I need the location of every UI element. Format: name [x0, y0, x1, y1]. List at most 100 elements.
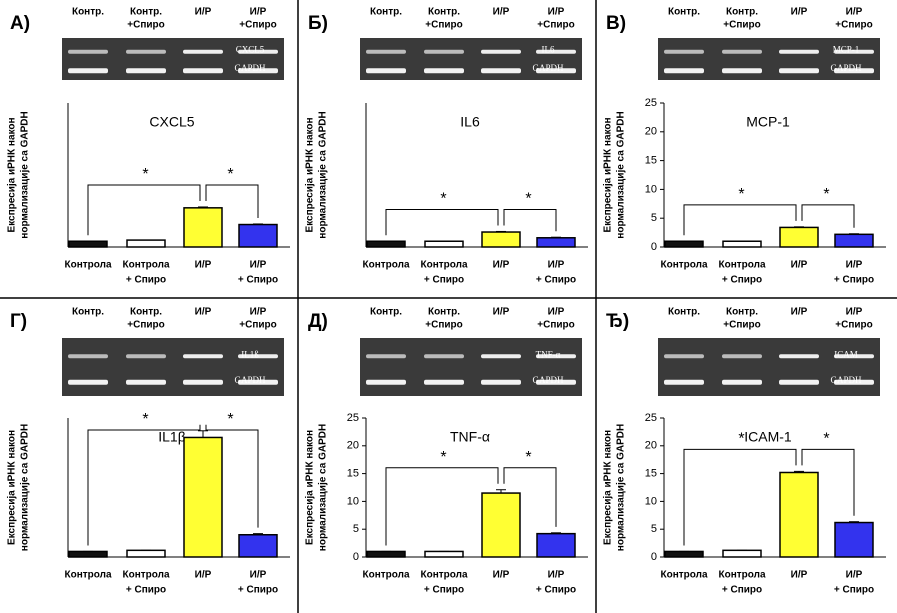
gel-band — [68, 354, 108, 359]
gel-lane-label: +Спиро — [723, 20, 760, 31]
bar — [68, 550, 108, 558]
y-axis-label: Експресија иРНК након нормализације са GA… — [603, 111, 627, 238]
x-tick-label: + Спиро — [722, 585, 762, 596]
y-tick-label: 25 — [645, 97, 657, 109]
x-tick-label: + Спиро — [238, 275, 278, 286]
y-label-line: нормализације са GAPDH — [616, 111, 627, 238]
bar — [424, 240, 464, 248]
y-label-line: Експресија иРНК након — [7, 430, 18, 545]
gel-lane-label: Контр. — [72, 307, 104, 318]
panel-label: Д) — [308, 311, 328, 332]
y-tick-label: 10 — [645, 495, 657, 507]
significance-bracket — [503, 467, 557, 527]
x-tick-label: + Спиро — [536, 585, 576, 596]
panel-label: В) — [606, 13, 626, 34]
gel-lane-label: И/Р — [493, 307, 510, 318]
gel-lane-label: +Спиро — [127, 20, 164, 31]
gel-image — [62, 338, 284, 396]
significance-star: * — [738, 186, 744, 203]
x-tick-label: И/Р — [493, 260, 510, 271]
x-tick-label: + Спиро — [834, 585, 874, 596]
significance-bracket — [683, 448, 797, 546]
gel-band — [68, 379, 108, 385]
gel-band — [722, 354, 762, 359]
x-tick-label: Контрола — [420, 260, 467, 271]
gel-lane-label: Контр. — [668, 7, 700, 18]
gel-band — [722, 379, 762, 385]
bar — [664, 240, 704, 248]
y-label-line: Експресија иРНК након — [603, 117, 614, 232]
x-tick-label: Контрола — [718, 260, 765, 271]
x-tick-label: И/Р — [250, 260, 267, 271]
y-label-line: Експресија иРНК након — [7, 117, 18, 232]
panel-label: Г) — [10, 311, 27, 332]
x-tick-label: + Спиро — [536, 275, 576, 286]
bar — [481, 492, 521, 558]
significance-bracket — [503, 208, 557, 232]
gel-band-label: GAPDH — [234, 375, 266, 385]
gel-band — [481, 354, 521, 359]
x-tick-label: + Спиро — [238, 585, 278, 596]
x-tick-label: + Спиро — [424, 275, 464, 286]
gel-band-label: GAPDH — [830, 375, 862, 385]
significance-star: * — [142, 166, 148, 183]
gel-band — [238, 379, 278, 385]
significance-bracket — [801, 204, 855, 228]
gel-band — [366, 49, 406, 54]
significance-bracket — [205, 184, 259, 218]
gel-band — [664, 354, 704, 359]
chart-title: ICAM-1 — [744, 429, 792, 445]
gel-lane-label: И/Р — [250, 307, 267, 318]
x-tick-label: + Спиро — [126, 275, 166, 286]
gel-band-label: MCP-1 — [833, 45, 860, 55]
gel-lane-label: И/Р — [846, 7, 863, 18]
gel-band — [238, 49, 278, 54]
x-tick-label: Контрола — [660, 570, 707, 581]
gel-lane-label: +Спиро — [835, 320, 872, 331]
gel-band — [722, 49, 762, 54]
x-tick-label: И/Р — [195, 260, 212, 271]
gel-lane-label: +Спиро — [425, 20, 462, 31]
y-label-line: нормализације са GAPDH — [20, 424, 31, 551]
gel-band-label: IL1ß — [241, 349, 259, 359]
gel-band — [536, 49, 576, 54]
panel-label: Б) — [308, 13, 328, 34]
bar — [834, 233, 874, 248]
gel-band-label: GAPDH — [532, 63, 564, 73]
gel-band — [126, 379, 166, 385]
gel-band — [664, 49, 704, 54]
gel-band — [126, 354, 166, 359]
y-tick-label: 25 — [347, 412, 359, 424]
gel-band — [366, 68, 406, 74]
y-tick-label: 5 — [651, 212, 657, 224]
gel-lane-label: Контр. — [370, 307, 402, 318]
gel-lane-label: И/Р — [548, 7, 565, 18]
gel-band — [126, 49, 166, 54]
gel-band — [779, 49, 819, 54]
gel-band — [68, 49, 108, 54]
gel-band — [424, 379, 464, 385]
gel-band — [779, 354, 819, 359]
gel-band — [664, 68, 704, 74]
gel-lane-label: И/Р — [846, 307, 863, 318]
gel-lane-label: +Спиро — [537, 320, 574, 331]
significance-star: * — [823, 186, 829, 203]
y-label-line: Експресија иРНК након — [603, 430, 614, 545]
chart-title: TNF-α — [450, 429, 490, 445]
x-tick-label: И/Р — [791, 260, 808, 271]
gel-lane-label: +Спиро — [127, 320, 164, 331]
gel-lane-label: +Спиро — [537, 20, 574, 31]
y-tick-label: 10 — [645, 183, 657, 195]
gel-lane-label: Контр. — [428, 7, 460, 18]
x-tick-label: + Спиро — [722, 275, 762, 286]
y-tick-label: 20 — [347, 440, 359, 452]
gel-band — [779, 379, 819, 385]
significance-bracket — [801, 448, 855, 516]
gel-lane-label: +Спиро — [239, 20, 276, 31]
significance-star: * — [227, 166, 233, 183]
bar — [68, 240, 108, 248]
gel-lane-label: И/Р — [493, 7, 510, 18]
gel-band — [366, 354, 406, 359]
x-tick-label: И/Р — [548, 570, 565, 581]
y-label-line: Експресија иРНК након — [305, 430, 316, 545]
